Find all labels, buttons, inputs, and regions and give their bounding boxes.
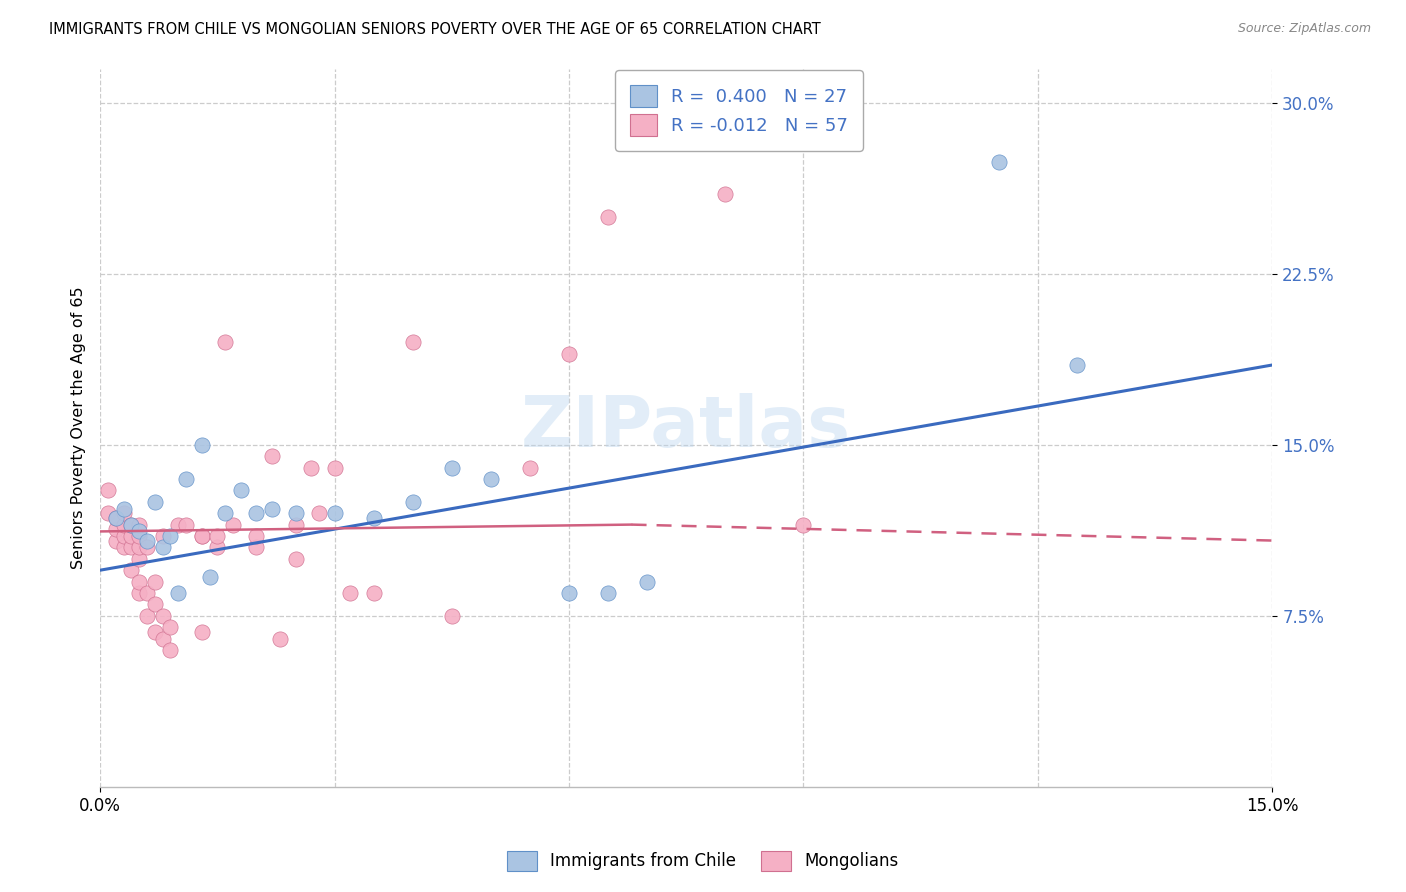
Point — [987, 155, 1010, 169]
Point — [167, 517, 190, 532]
Point — [598, 586, 620, 600]
Point — [136, 586, 159, 600]
Point — [104, 510, 127, 524]
Point — [152, 608, 174, 623]
Point — [128, 551, 150, 566]
Point — [214, 506, 236, 520]
Point — [245, 529, 267, 543]
Point — [245, 506, 267, 520]
Text: IMMIGRANTS FROM CHILE VS MONGOLIAN SENIORS POVERTY OVER THE AGE OF 65 CORRELATIO: IMMIGRANTS FROM CHILE VS MONGOLIAN SENIO… — [49, 22, 821, 37]
Point — [284, 517, 307, 532]
Y-axis label: Seniors Poverty Over the Age of 65: Seniors Poverty Over the Age of 65 — [72, 286, 86, 569]
Point — [128, 574, 150, 589]
Point — [207, 529, 229, 543]
Point — [598, 210, 620, 224]
Point — [143, 598, 166, 612]
Point — [269, 632, 291, 646]
Point — [112, 529, 135, 543]
Point — [284, 551, 307, 566]
Point — [120, 517, 142, 532]
Point — [363, 586, 385, 600]
Legend: R =  0.400   N = 27, R = -0.012   N = 57: R = 0.400 N = 27, R = -0.012 N = 57 — [616, 70, 863, 151]
Point — [136, 608, 159, 623]
Point — [128, 586, 150, 600]
Point — [308, 506, 330, 520]
Point — [167, 586, 190, 600]
Point — [128, 541, 150, 555]
Point — [104, 533, 127, 548]
Point — [792, 517, 814, 532]
Point — [136, 533, 159, 548]
Point — [190, 624, 212, 639]
Point — [299, 460, 322, 475]
Point — [152, 632, 174, 646]
Point — [262, 449, 284, 463]
Point — [519, 460, 541, 475]
Point — [128, 524, 150, 539]
Point — [112, 501, 135, 516]
Point — [174, 517, 197, 532]
Point — [323, 506, 346, 520]
Point — [104, 510, 127, 524]
Point — [120, 541, 142, 555]
Point — [214, 335, 236, 350]
Point — [159, 620, 181, 634]
Point — [97, 506, 120, 520]
Point — [112, 506, 135, 520]
Point — [402, 335, 425, 350]
Point — [159, 643, 181, 657]
Point — [120, 517, 142, 532]
Point — [152, 529, 174, 543]
Point — [152, 541, 174, 555]
Point — [174, 472, 197, 486]
Point — [284, 506, 307, 520]
Point — [323, 460, 346, 475]
Text: ZIPatlas: ZIPatlas — [522, 393, 852, 462]
Point — [190, 438, 212, 452]
Point — [558, 586, 581, 600]
Point — [104, 522, 127, 536]
Point — [120, 563, 142, 577]
Text: Source: ZipAtlas.com: Source: ZipAtlas.com — [1237, 22, 1371, 36]
Point — [440, 460, 463, 475]
Point — [128, 517, 150, 532]
Point — [558, 346, 581, 360]
Point — [159, 529, 181, 543]
Point — [229, 483, 252, 498]
Point — [112, 517, 135, 532]
Point — [262, 501, 284, 516]
Point — [190, 529, 212, 543]
Point — [136, 541, 159, 555]
Point — [97, 483, 120, 498]
Point — [128, 529, 150, 543]
Point — [339, 586, 361, 600]
Point — [143, 574, 166, 589]
Point — [190, 529, 212, 543]
Point — [198, 570, 221, 584]
Point — [402, 495, 425, 509]
Point — [636, 574, 658, 589]
Legend: Immigrants from Chile, Mongolians: Immigrants from Chile, Mongolians — [499, 842, 907, 880]
Point — [1066, 358, 1088, 372]
Point — [714, 186, 737, 201]
Point — [112, 541, 135, 555]
Point — [245, 541, 267, 555]
Point — [120, 529, 142, 543]
Point — [143, 624, 166, 639]
Point — [207, 541, 229, 555]
Point — [363, 510, 385, 524]
Point — [479, 472, 502, 486]
Point — [222, 517, 245, 532]
Point — [143, 495, 166, 509]
Point — [440, 608, 463, 623]
